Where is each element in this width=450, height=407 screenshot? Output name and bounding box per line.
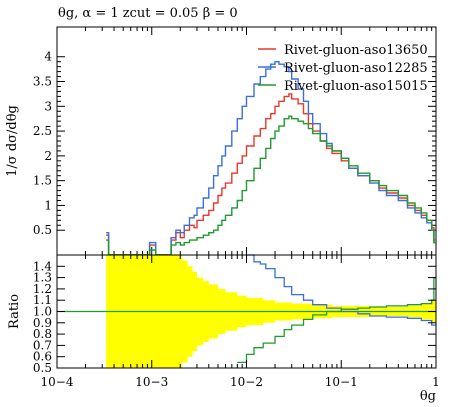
legend-label: Rivet-gluon-aso15015	[284, 79, 428, 94]
ratio-y-ticks: 0.50.60.70.80.91.01.11.21.31.4	[33, 259, 436, 375]
ratio-y-axis-label: Ratio	[7, 294, 22, 329]
series-line-Rivet-gluon-aso12285	[106, 61, 436, 256]
main-y-tick-label: 1.5	[33, 174, 52, 188]
main-y-axis-label: 1/σ dσ/dθg	[5, 105, 20, 177]
main-y-ticks: 0.5 1 1.5 2 2.5 3 3.5 4	[33, 50, 436, 237]
main-y-tick-label: 1	[44, 198, 52, 212]
ratio-y-tick-label: 1.0	[33, 305, 52, 319]
ratio-y-tick-label: 0.9	[33, 316, 52, 330]
main-y-tick-label: 0.5	[33, 223, 52, 237]
main-y-tick-label: 2.5	[33, 124, 52, 138]
main-y-tick-label: 3.5	[33, 75, 52, 89]
legend-label: Rivet-gluon-aso13650	[284, 43, 428, 58]
ratio-y-tick-label: 1.4	[33, 259, 52, 273]
ratio-y-tick-label: 0.5	[33, 361, 52, 375]
ratio-y-tick-label: 1.3	[33, 271, 52, 285]
x-tick-label: 1	[432, 375, 440, 389]
x-axis-label: θg	[420, 389, 436, 404]
x-tick-label: 10−1	[325, 375, 358, 389]
main-y-tick-label: 3	[44, 99, 52, 113]
ratio-y-tick-label: 0.7	[33, 338, 52, 352]
ratio-y-tick-label: 0.8	[33, 327, 52, 341]
ratio-series	[237, 254, 436, 364]
x-tick-label: 10−4	[41, 375, 74, 389]
ratio-line-Rivet-gluon-aso15015	[237, 276, 436, 364]
chart-title: θg, α = 1 zcut = 0.05 β = 0	[58, 6, 238, 21]
main-y-tick-label: 2	[44, 149, 52, 163]
legend-label: Rivet-gluon-aso12285	[284, 61, 428, 76]
ratio-panel: 0.50.60.70.80.91.01.11.21.31.4 10−4 10−3 1…	[7, 254, 440, 404]
ratio-y-tick-label: 1.2	[33, 282, 52, 296]
series-line-Rivet-gluon-aso15015	[106, 115, 436, 256]
main-series	[106, 61, 436, 256]
ratio-y-tick-label: 0.6	[33, 350, 52, 364]
main-y-tick-label: 4	[44, 50, 52, 64]
ratio-y-tick-label: 1.1	[33, 293, 52, 307]
main-panel: 0.5 1 1.5 2 2.5 3 3.5 4 1/σ dσ/dθg Rivet-gluon-…	[5, 26, 437, 256]
x-tick-label: 10−3	[135, 375, 168, 389]
legend: Rivet-gluon-aso13650 Rivet-gluon-aso12285…	[258, 43, 428, 94]
ratio-line-Rivet-gluon-aso12285	[246, 254, 436, 326]
x-tick-label: 10−2	[230, 375, 263, 389]
series-line-Rivet-gluon-aso13650	[106, 93, 436, 256]
ratio-x-ticks: 10−4 10−3 10−2 10−1 1	[41, 255, 440, 389]
